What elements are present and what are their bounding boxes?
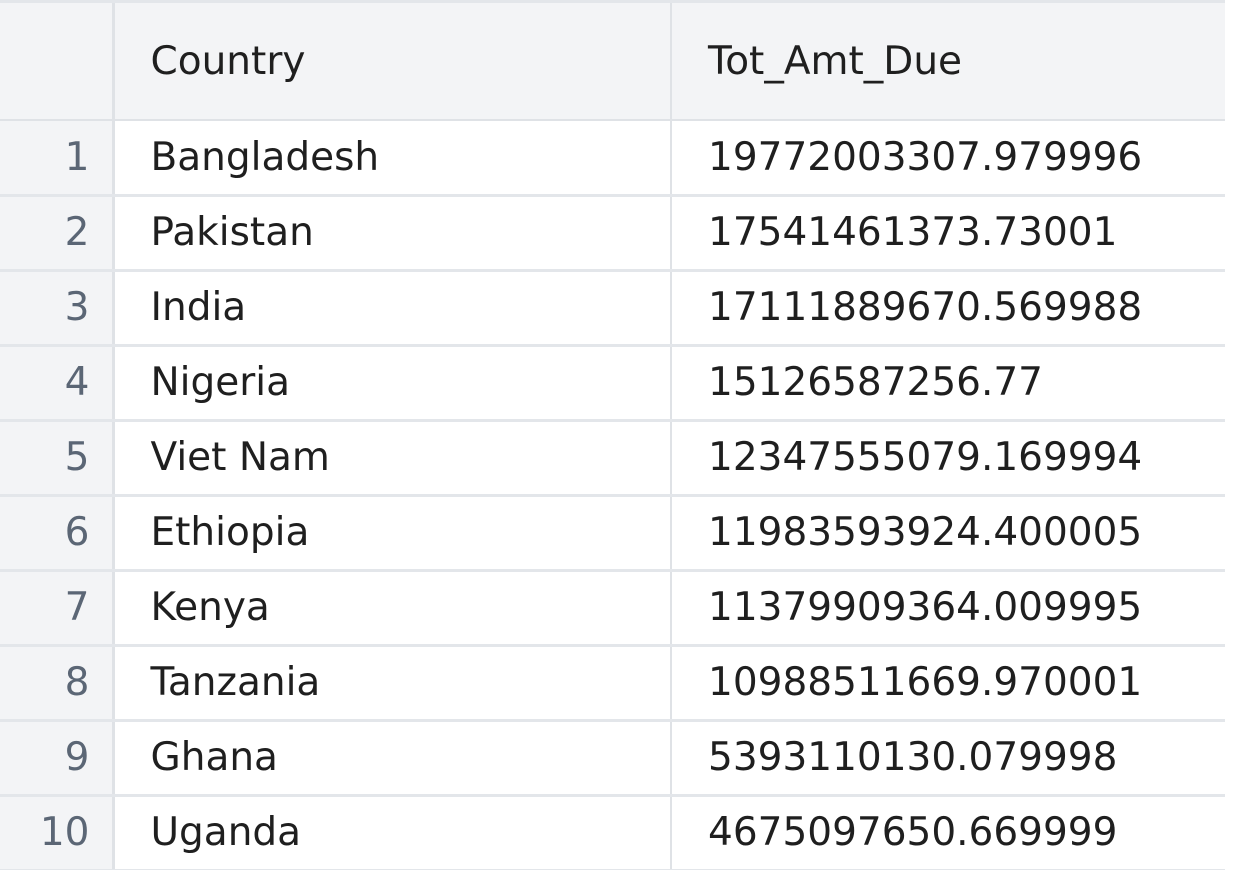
cell-country[interactable]: Bangladesh bbox=[113, 120, 672, 197]
cell-tot-amt-due[interactable]: 11983593924.400005 bbox=[671, 495, 1225, 572]
table-row[interactable]: 3 India 17111889670.569988 bbox=[0, 270, 1225, 347]
table-row[interactable]: 2 Pakistan 17541461373.73001 bbox=[0, 195, 1225, 272]
table-row[interactable]: 6 Ethiopia 11983593924.400005 bbox=[0, 495, 1225, 572]
row-index: 3 bbox=[0, 270, 115, 347]
column-header-country[interactable]: Country bbox=[113, 3, 672, 121]
cell-country[interactable]: Pakistan bbox=[113, 195, 672, 272]
cell-tot-amt-due[interactable]: 19772003307.979996 bbox=[671, 120, 1225, 197]
cell-country[interactable]: Uganda bbox=[113, 795, 672, 870]
row-index: 5 bbox=[0, 420, 115, 497]
row-index: 4 bbox=[0, 345, 115, 422]
cell-tot-amt-due[interactable]: 15126587256.77 bbox=[671, 345, 1225, 422]
table-row[interactable]: 10 Uganda 4675097650.669999 bbox=[0, 795, 1225, 870]
cell-tot-amt-due[interactable]: 12347555079.169994 bbox=[671, 420, 1225, 497]
cell-country[interactable]: India bbox=[113, 270, 672, 347]
cell-country[interactable]: Kenya bbox=[113, 570, 672, 647]
table-row[interactable]: 7 Kenya 11379909364.009995 bbox=[0, 570, 1225, 647]
row-index: 9 bbox=[0, 720, 115, 797]
row-index: 10 bbox=[0, 795, 115, 870]
cell-tot-amt-due[interactable]: 5393110130.079998 bbox=[671, 720, 1225, 797]
cell-country[interactable]: Ghana bbox=[113, 720, 672, 797]
row-index: 2 bbox=[0, 195, 115, 272]
cell-tot-amt-due[interactable]: 4675097650.669999 bbox=[671, 795, 1225, 870]
cell-tot-amt-due[interactable]: 10988511669.970001 bbox=[671, 645, 1225, 722]
table-row[interactable]: 5 Viet Nam 12347555079.169994 bbox=[0, 420, 1225, 497]
cell-tot-amt-due[interactable]: 11379909364.009995 bbox=[671, 570, 1225, 647]
table-row[interactable]: 9 Ghana 5393110130.079998 bbox=[0, 720, 1225, 797]
row-index-header bbox=[0, 3, 115, 121]
header-row: Country Tot_Amt_Due bbox=[0, 3, 1225, 121]
table-row[interactable]: 1 Bangladesh 19772003307.979996 bbox=[0, 120, 1225, 197]
row-index: 6 bbox=[0, 495, 115, 572]
row-index: 7 bbox=[0, 570, 115, 647]
row-index: 1 bbox=[0, 120, 115, 197]
table-row[interactable]: 4 Nigeria 15126587256.77 bbox=[0, 345, 1225, 422]
result-grid: Country Tot_Amt_Due 1 Bangladesh 1977200… bbox=[0, 3, 1225, 870]
cell-tot-amt-due[interactable]: 17541461373.73001 bbox=[671, 195, 1225, 272]
cell-country[interactable]: Viet Nam bbox=[113, 420, 672, 497]
cell-country[interactable]: Tanzania bbox=[113, 645, 672, 722]
row-index: 8 bbox=[0, 645, 115, 722]
column-header-tot-amt-due[interactable]: Tot_Amt_Due bbox=[671, 3, 1225, 121]
cell-country[interactable]: Ethiopia bbox=[113, 495, 672, 572]
table-row[interactable]: 8 Tanzania 10988511669.970001 bbox=[0, 645, 1225, 722]
cell-country[interactable]: Nigeria bbox=[113, 345, 672, 422]
cell-tot-amt-due[interactable]: 17111889670.569988 bbox=[671, 270, 1225, 347]
